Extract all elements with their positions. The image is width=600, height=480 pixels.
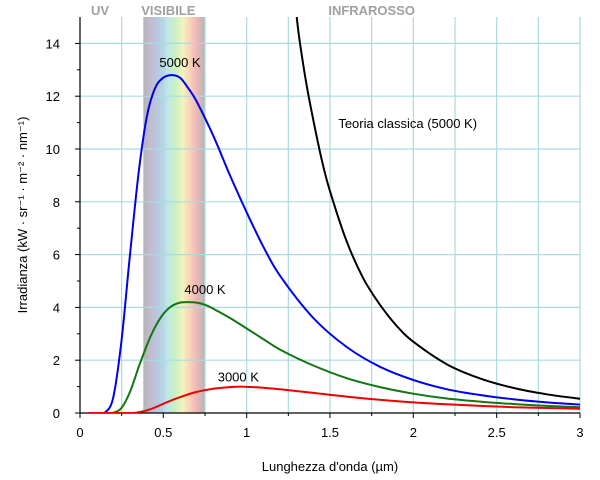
y-tick-label: 4 (53, 300, 60, 315)
x-tick-label: 0 (76, 425, 83, 440)
x-tick-label: 1 (243, 425, 250, 440)
curve-3000-k (88, 385, 580, 413)
x-tick-label: 2.5 (488, 425, 506, 440)
y-tick-label: 8 (53, 195, 60, 210)
curve-5000-k (88, 74, 580, 413)
curve-label-teoria-classica-5000-k: Teoria classica (5000 K) (338, 116, 477, 131)
region-label-infrarosso: INFRAROSSO (328, 3, 415, 18)
x-tick-label: 2 (410, 425, 417, 440)
curve-label-4000-k: 4000 K (184, 282, 226, 297)
curve-label-5000-k: 5000 K (159, 55, 201, 70)
y-tick-label: 2 (53, 353, 60, 368)
y-axis-ticks: 0 2 4 6 8 10 12 14 (46, 36, 80, 421)
curves (88, 17, 580, 413)
x-tick-label: 0.5 (154, 425, 172, 440)
x-axis-title: Lunghezza d'onda (µm) (262, 459, 398, 474)
x-tick-label: 3 (576, 425, 583, 440)
y-tick-label: 6 (53, 248, 60, 263)
y-tick-label: 0 (53, 406, 60, 421)
visible-spectrum-band (143, 17, 205, 413)
region-labels: UV VISIBILE INFRAROSSO (91, 3, 415, 18)
y-axis-title: Irradianza (kW · sr⁻¹ · m⁻² · nm⁻¹) (15, 117, 30, 314)
x-axis-ticks: 0 0.5 1 1.5 2 2.5 3 (76, 413, 584, 440)
region-label-uv: UV (91, 3, 109, 18)
curve-teoria-classica-5000-k (295, 17, 580, 400)
grid (80, 17, 581, 413)
x-tick-label: 1.5 (321, 425, 339, 440)
curve-4000-k (88, 301, 580, 413)
y-tick-label: 10 (46, 142, 60, 157)
curve-label-3000-k: 3000 K (218, 369, 260, 384)
y-tick-label: 12 (46, 89, 60, 104)
y-tick-label: 14 (46, 36, 60, 51)
curve-labels: 5000 K 4000 K 3000 K Teoria classica (5000 … (159, 55, 477, 384)
region-label-visibile: VISIBILE (141, 3, 196, 18)
